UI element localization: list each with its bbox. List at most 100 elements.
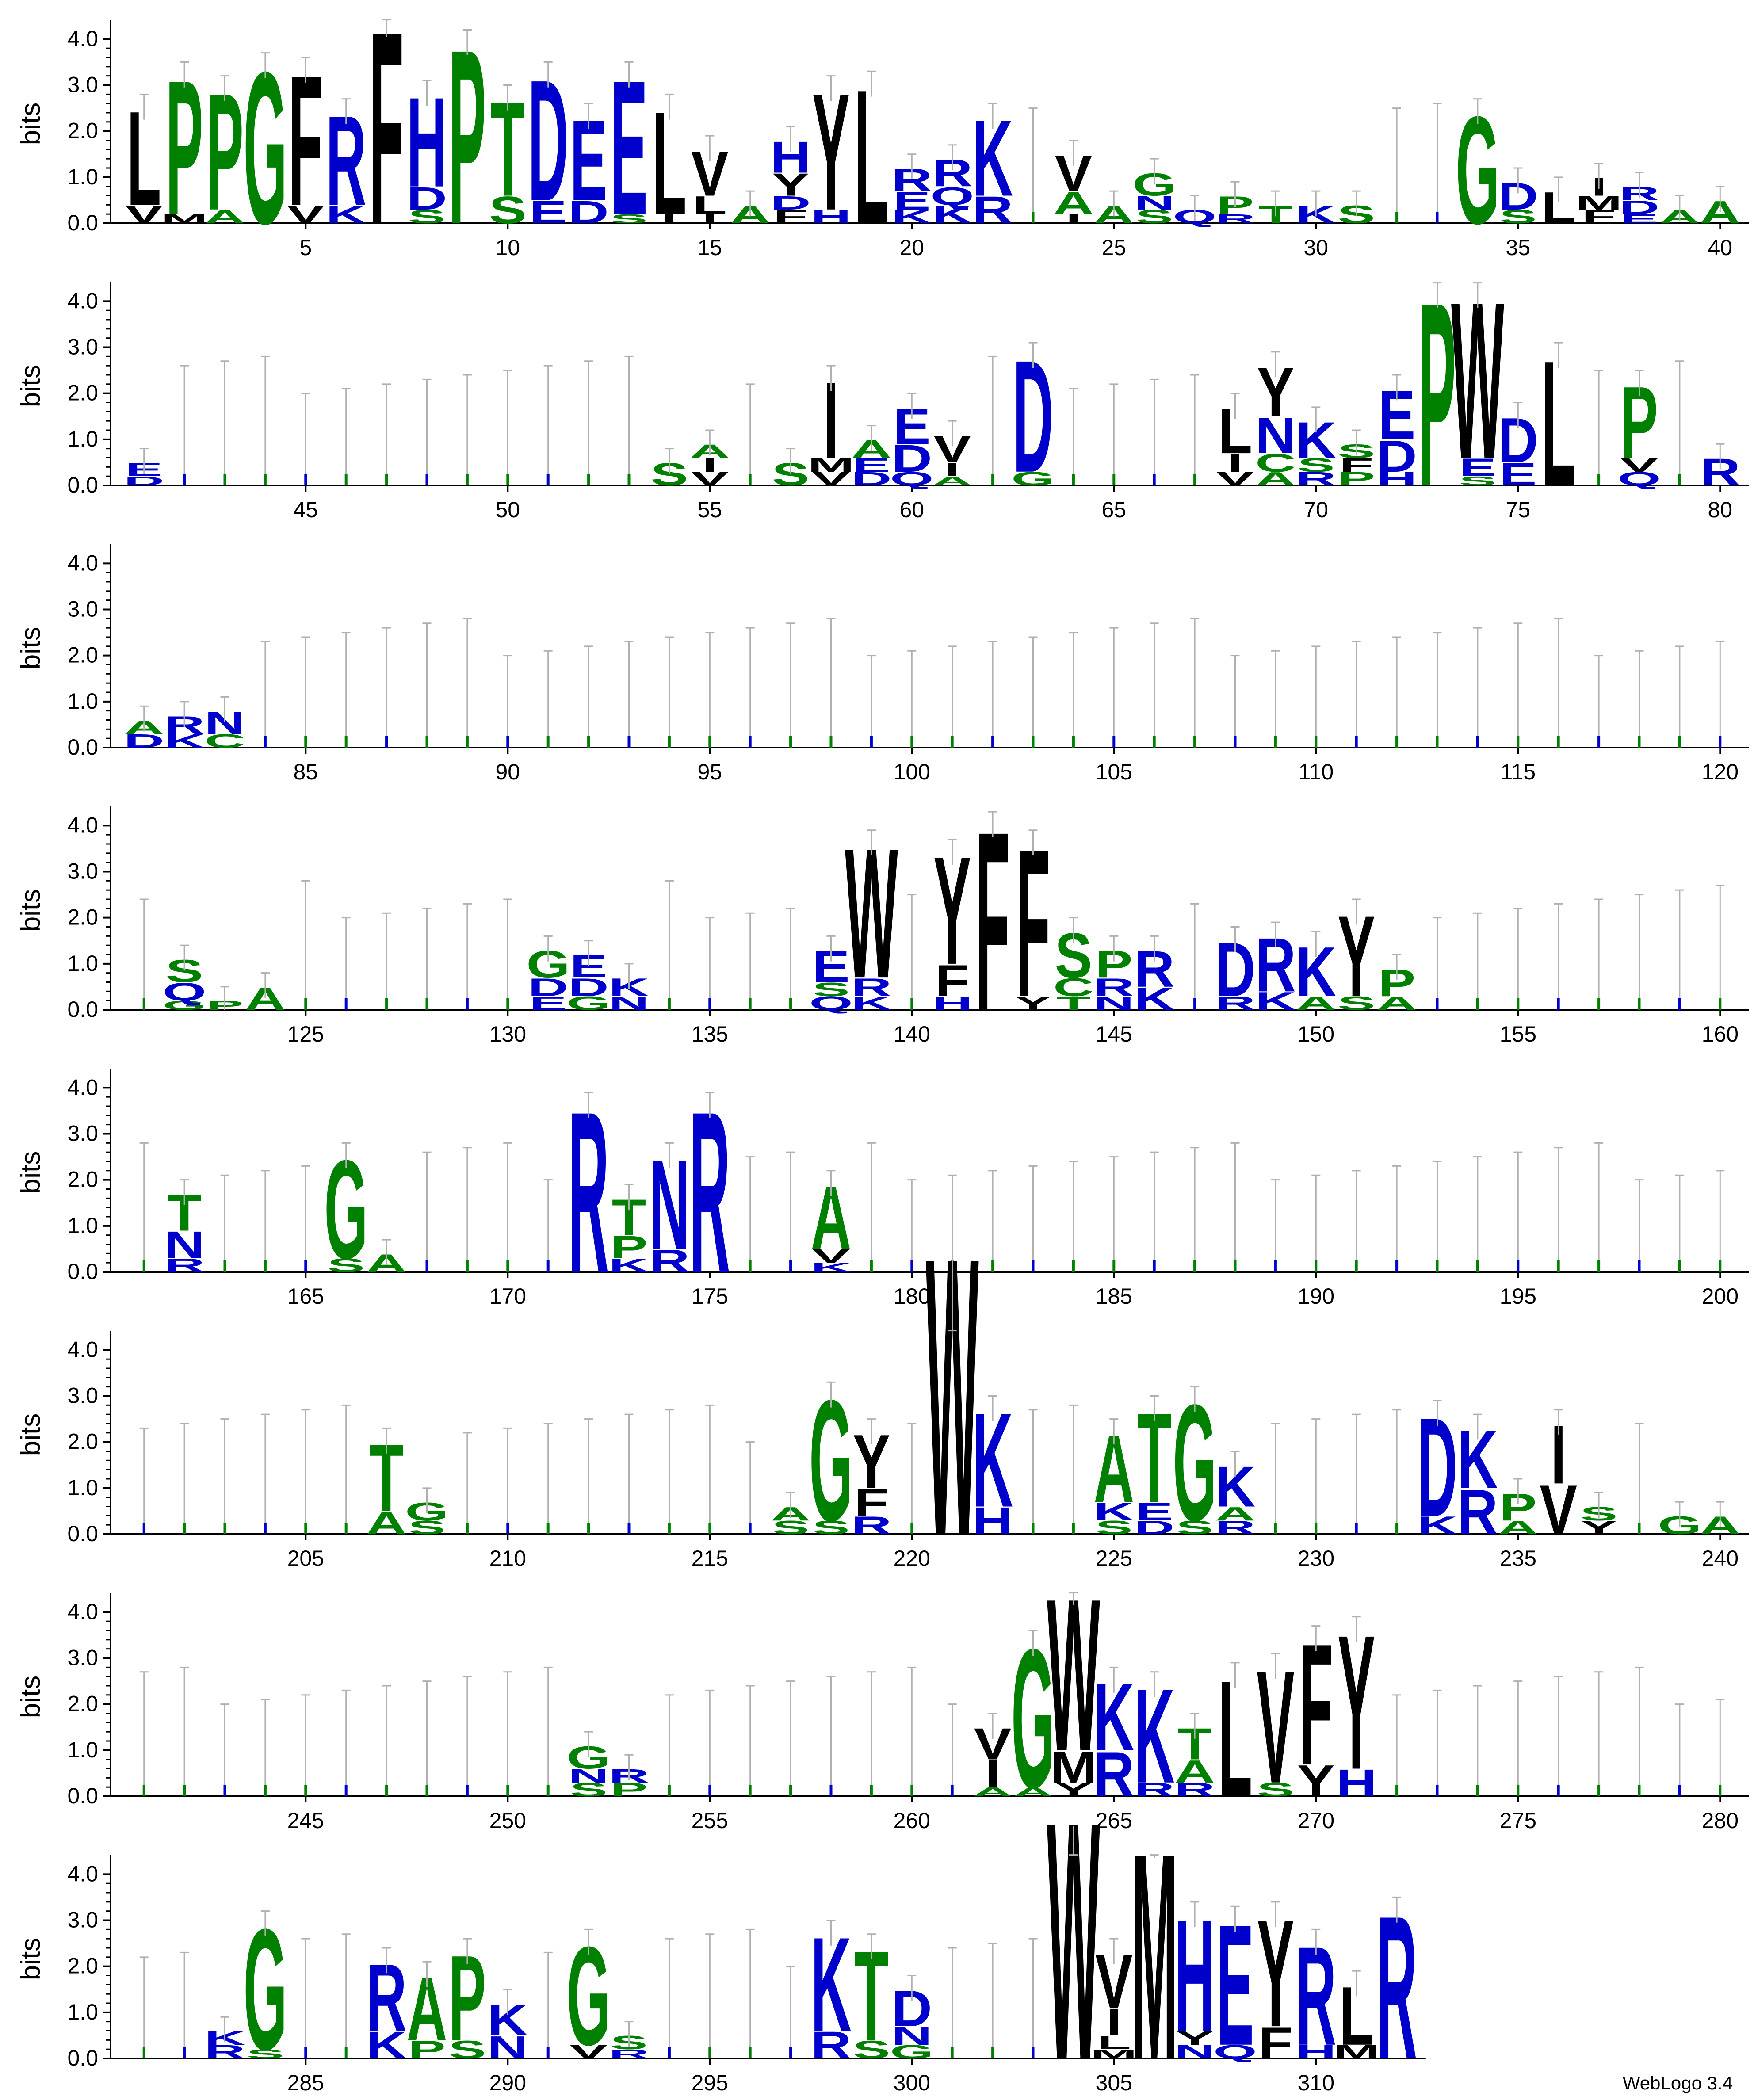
logo-letter: H: [1295, 2041, 1336, 2062]
tiny-letter: [910, 1784, 913, 1796]
logo-letter: A: [1295, 993, 1336, 1014]
y-tick-label: 3.0: [67, 1908, 98, 1932]
x-tick-label: 45: [293, 497, 318, 522]
x-tick-label: 30: [1303, 235, 1328, 260]
tiny-letter: [1436, 998, 1439, 1010]
tiny-letter: [142, 2047, 145, 2058]
logo-letter: K: [891, 206, 932, 227]
tiny-letter: [627, 736, 631, 748]
logo-letter: M: [1050, 1742, 1097, 1792]
y-tick-label: 0.0: [67, 210, 98, 235]
tiny-letter: [344, 736, 348, 748]
weblogo-version-label: WebLogo 3.4: [1622, 2073, 1733, 2093]
logo-letter: C: [1053, 973, 1094, 1002]
logo-letter: I: [944, 459, 960, 480]
y-tick-label: 4.0: [67, 288, 98, 313]
tiny-letter: [344, 998, 348, 1010]
logo-letter: K: [932, 200, 973, 229]
x-tick-label: 15: [697, 235, 722, 260]
x-tick-label: 125: [287, 1022, 324, 1046]
tiny-letter: [506, 1260, 509, 1272]
x-tick-label: 40: [1708, 235, 1732, 260]
logo-letter: V: [1216, 468, 1254, 489]
y-tick-label: 2.0: [67, 381, 98, 405]
y-tick-label: 3.0: [67, 335, 98, 359]
x-tick-label: 70: [1303, 497, 1328, 522]
tiny-letter: [506, 1784, 509, 1796]
tiny-letter: [910, 1260, 913, 1272]
tiny-letter: [1112, 473, 1116, 485]
logo-letter: N: [568, 1765, 609, 1787]
logo-letter: A: [366, 1505, 407, 1541]
logo-letter: Q: [809, 993, 853, 1014]
tiny-letter: [1112, 1260, 1116, 1272]
logo-letter: P: [1337, 468, 1375, 489]
y-tick-label: 3.0: [67, 859, 98, 884]
x-tick-label: 265: [1096, 1808, 1132, 1833]
tiny-letter: [870, 736, 873, 748]
logo-letter: S: [1297, 454, 1335, 476]
tiny-letter: [264, 736, 267, 748]
tiny-letter: [991, 1260, 994, 1272]
logo-letter: H: [972, 1500, 1013, 1543]
x-tick-label: 85: [293, 760, 318, 784]
y-tick-label: 1.0: [67, 427, 98, 451]
logo-letter: E: [1499, 456, 1537, 492]
logo-letter: V: [1540, 1470, 1577, 1549]
logo-letter: Y: [772, 167, 810, 202]
logo-letter: V: [570, 2041, 608, 2062]
logo-letter: K: [366, 2024, 407, 2067]
logo-letter: S: [247, 2047, 284, 2061]
logo-letter: E: [1135, 1497, 1173, 1526]
tiny-letter: [1436, 736, 1439, 748]
logo-letter: R: [811, 2024, 852, 2067]
y-tick-label: 2.0: [67, 1691, 98, 1716]
tiny-letter: [1719, 1784, 1722, 1796]
x-tick-label: 270: [1298, 1808, 1334, 1833]
logo-letter: R: [649, 1243, 690, 1279]
logo-letter: F: [1258, 2018, 1293, 2068]
logo-letter: N: [891, 2022, 932, 2050]
tiny-letter: [344, 1522, 348, 1534]
logo-letter: R: [1215, 212, 1256, 226]
tiny-letter: [829, 1784, 833, 1796]
tiny-letter: [223, 473, 226, 485]
logo-letter: H: [932, 993, 973, 1014]
logo-row-5: 0.0 1.0 2.0 3.0 4.0 bits 165 170 175 180 185 190 195…: [15, 1064, 1749, 1321]
logo-letter: K: [1134, 981, 1175, 1016]
tiny-letter: [546, 1260, 550, 1272]
logo-letter: Y: [1580, 1517, 1618, 1538]
logo-letter: N: [1174, 2041, 1215, 2062]
y-tick-label: 0.0: [67, 735, 98, 760]
tiny-letter: [668, 1522, 671, 1534]
x-tick-label: 285: [287, 2070, 324, 2095]
tiny-letter: [1032, 2047, 1035, 2058]
tiny-letter: [304, 998, 307, 1010]
logo-letter: D: [407, 180, 447, 216]
tiny-letter: [1153, 736, 1156, 748]
logo-letter: S: [772, 1517, 810, 1538]
y-axis-label: bits: [15, 103, 46, 145]
logo-row-6: 0.0 1.0 2.0 3.0 4.0 bits 205 210 215 220 225 230 235…: [15, 1175, 1749, 1618]
logo-letter: Q: [930, 182, 974, 210]
x-tick-label: 95: [697, 760, 722, 784]
tiny-letter: [749, 1522, 752, 1534]
tiny-letter: [1597, 1784, 1601, 1796]
logo-letter: V: [1620, 454, 1658, 476]
tiny-letter: [1072, 1522, 1075, 1534]
tiny-letter: [1678, 736, 1681, 748]
logo-letter: R: [851, 973, 892, 1002]
y-axis-label: bits: [15, 1938, 46, 1980]
tiny-letter: [749, 998, 752, 1010]
logo-letter: R: [1174, 1779, 1215, 1800]
tiny-letter: [1476, 1784, 1479, 1796]
tiny-letter: [1032, 1260, 1035, 1272]
x-tick-label: 220: [894, 1546, 930, 1571]
x-tick-label: 80: [1708, 497, 1732, 522]
x-tick-label: 55: [697, 497, 722, 522]
logo-letter: I: [702, 454, 718, 476]
logo-letter: D: [1619, 197, 1660, 218]
logo-letter: D: [770, 192, 811, 214]
x-tick-label: 135: [692, 1022, 728, 1046]
logo-letter: R: [1215, 993, 1256, 1014]
